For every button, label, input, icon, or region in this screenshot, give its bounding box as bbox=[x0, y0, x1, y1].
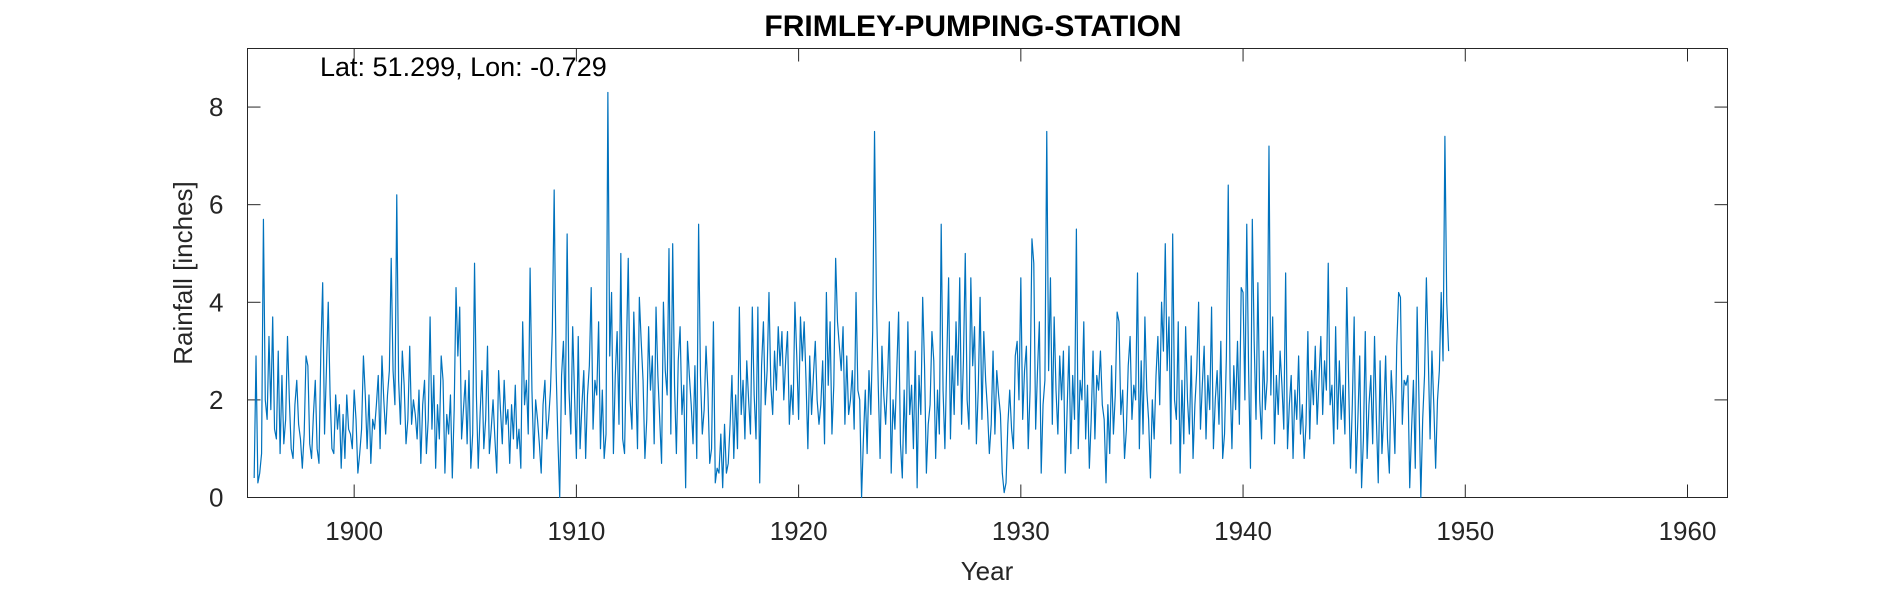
x-tick-label: 1940 bbox=[1214, 516, 1272, 546]
x-tick-label: 1920 bbox=[770, 516, 828, 546]
axis-ticks bbox=[247, 48, 1728, 498]
x-tick-label: 1910 bbox=[547, 516, 605, 546]
x-axis-label: Year bbox=[961, 556, 1014, 586]
chart-title: FRIMLEY-PUMPING-STATION bbox=[764, 10, 1181, 43]
y-tick-label: 8 bbox=[209, 92, 223, 122]
y-tick-label: 4 bbox=[209, 287, 223, 317]
station-coordinates: Lat: 51.299, Lon: -0.729 bbox=[320, 52, 607, 82]
x-tick-label: 1960 bbox=[1659, 516, 1717, 546]
x-tick-label: 1900 bbox=[325, 516, 383, 546]
y-tick-label: 0 bbox=[209, 483, 223, 513]
x-tick-label: 1950 bbox=[1436, 516, 1494, 546]
y-tick-label: 6 bbox=[209, 190, 223, 220]
y-axis-label: Rainfall [inches] bbox=[168, 181, 198, 365]
plot-area bbox=[247, 48, 1728, 498]
rainfall-series-line bbox=[253, 91, 1450, 499]
axis-tick-labels: 1900 1910 1920 1930 1940 1950 1960 0 2 4 6 8 bbox=[209, 92, 1716, 546]
x-tick-label: 1930 bbox=[992, 516, 1050, 546]
y-tick-label: 2 bbox=[209, 385, 223, 415]
